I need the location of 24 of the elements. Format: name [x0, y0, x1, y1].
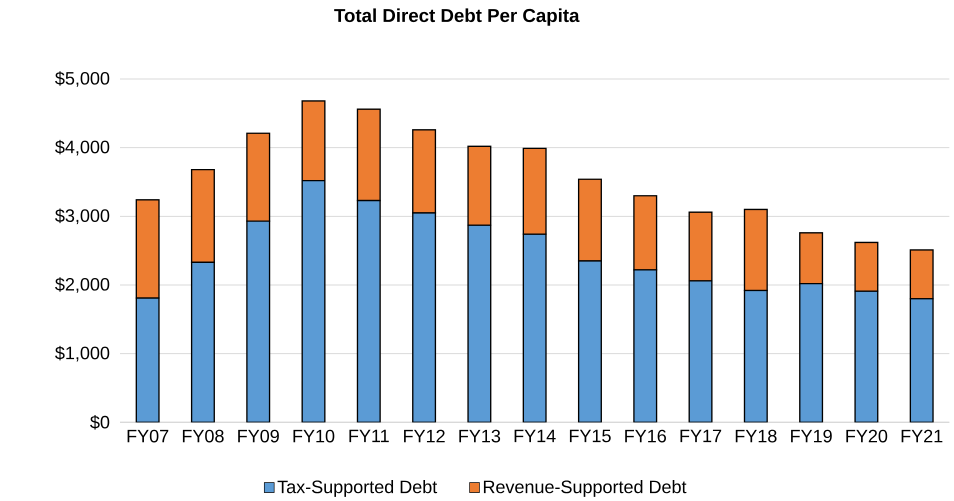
x-tick-label: FY19 — [791, 430, 832, 442]
x-tick-label: FY08 — [182, 430, 224, 442]
legend-label: Tax-Supported Debt — [278, 480, 438, 497]
y-tick-label: $0 — [90, 415, 110, 430]
x-tick-label: FY07 — [128, 430, 168, 442]
x-tick-label: FY20 — [846, 430, 888, 442]
y-tick-label: $5,000 — [55, 71, 110, 87]
chart-title: Total Direct Debt Per Capita — [334, 8, 580, 26]
y-tick-label: $1,000 — [55, 346, 110, 362]
x-tick-label: FY10 — [293, 430, 334, 442]
x-tick-label: FY13 — [459, 430, 500, 442]
y-tick-label: $3,000 — [55, 208, 110, 224]
x-tick-label: FY21 — [902, 430, 942, 442]
x-tick-label: FY11 — [349, 430, 389, 442]
x-tick-label: FY12 — [404, 430, 445, 442]
y-tick-label: $4,000 — [55, 140, 110, 156]
x-tick-label: FY09 — [238, 430, 279, 442]
x-tick-label: FY15 — [570, 430, 611, 442]
x-tick-label: FY18 — [736, 430, 777, 442]
legend-label: Revenue-Supported Debt — [484, 480, 686, 497]
x-tick-label: FY14 — [514, 430, 556, 442]
x-tick-label: FY16 — [625, 430, 666, 442]
y-tick-label: $2,000 — [55, 277, 110, 293]
x-tick-label: FY17 — [680, 430, 722, 442]
